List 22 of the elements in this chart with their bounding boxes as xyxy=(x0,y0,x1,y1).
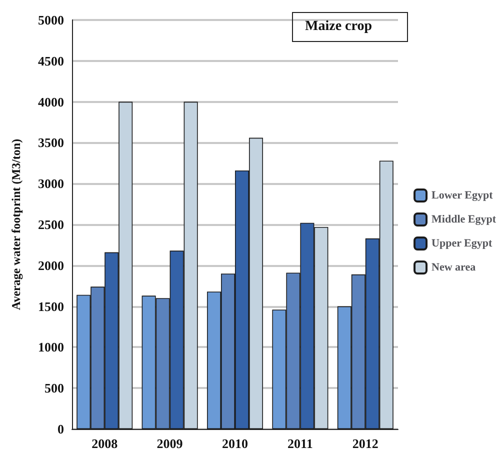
y-tick-label: 3500 xyxy=(38,135,64,150)
y-axis-title: Average water footprint (M3/ton) xyxy=(9,138,23,310)
legend-label: Middle Egypt xyxy=(432,214,496,226)
y-tick-label: 1000 xyxy=(38,340,64,355)
y-tick-label: 5000 xyxy=(38,12,64,28)
text-box: Maize crop xyxy=(292,12,408,42)
y-tick-label: 500 xyxy=(44,380,64,396)
x-tick-label: 2009 xyxy=(156,436,184,451)
y-tick-label: 4500 xyxy=(38,53,64,68)
x-tick-label: 2010 xyxy=(222,436,248,451)
legend-label: Upper Egypt xyxy=(432,238,492,250)
y-tick-label: 1500 xyxy=(38,298,64,314)
y-tick-label: 3000 xyxy=(38,176,64,192)
y-tick-label: 4000 xyxy=(38,94,64,110)
x-tick-label: 2011 xyxy=(288,436,313,451)
y-tick-label: 0 xyxy=(58,422,64,436)
legend-label: New area xyxy=(432,262,476,274)
x-tick-label: 2008 xyxy=(92,436,118,451)
legend-label: Lower Egypt xyxy=(432,190,494,202)
x-tick-label: 2012 xyxy=(352,436,378,451)
y-tick-label: 2500 xyxy=(38,217,64,232)
y-tick-label: 2000 xyxy=(38,258,64,273)
